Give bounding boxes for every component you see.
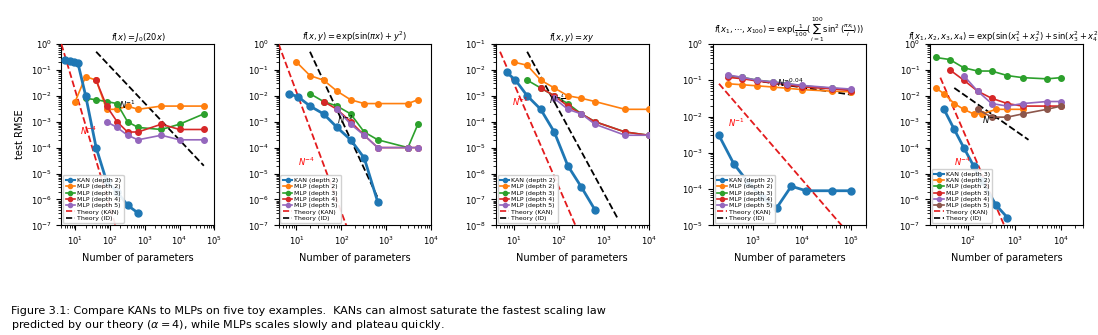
X-axis label: Number of parameters: Number of parameters (82, 253, 193, 263)
Text: Figure 3.1: Compare KANs to MLPs on five toy examples.  KANs can almost saturate: Figure 3.1: Compare KANs to MLPs on five… (11, 306, 606, 332)
Text: $N^{-\frac{4}{3}}$: $N^{-\frac{4}{3}}$ (549, 92, 565, 106)
Y-axis label: test RMSE: test RMSE (15, 110, 25, 159)
Legend: KAN (depth 2), MLP (depth 2), MLP (depth 3), MLP (depth 4), MLP (depth 5), Theor: KAN (depth 2), MLP (depth 2), MLP (depth… (497, 175, 558, 223)
Text: $N^{-1}$: $N^{-1}$ (119, 99, 136, 111)
X-axis label: Number of parameters: Number of parameters (299, 253, 411, 263)
Text: $N^{-4}$: $N^{-4}$ (954, 155, 972, 168)
Legend: KAN (depth 2), MLP (depth 2), MLP (depth 3), MLP (depth 4), MLP (depth 5), Theor: KAN (depth 2), MLP (depth 2), MLP (depth… (280, 175, 340, 223)
Title: $f(x_1, \cdots, x_{100}) = \exp(\frac{1}{100}(\sum_{i=1}^{100} \sin^2(\frac{\pi : $f(x_1, \cdots, x_{100}) = \exp(\frac{1}… (715, 15, 864, 44)
X-axis label: Number of parameters: Number of parameters (733, 253, 845, 263)
Title: $f(x, y) = xy$: $f(x, y) = xy$ (549, 31, 595, 44)
X-axis label: Number of parameters: Number of parameters (951, 253, 1063, 263)
Legend: KAN (depth 3), KAN (depth 2), MLP (depth 2), MLP (depth 3), MLP (depth 4), MLP (: KAN (depth 3), KAN (depth 2), MLP (depth… (932, 169, 993, 223)
Legend: KAN (depth 2), MLP (depth 2), MLP (depth 3), MLP (depth 4), MLP (depth 5), Theor: KAN (depth 2), MLP (depth 2), MLP (depth… (64, 175, 124, 223)
Text: $N^{-2}$: $N^{-2}$ (337, 114, 355, 126)
X-axis label: Number of parameters: Number of parameters (516, 253, 628, 263)
Title: $f(x_1, x_2, x_3, x_4) = \exp(\sin(x_1^2 + x_2^2) + \sin(x_3^2 + x_4^2))$: $f(x_1, x_2, x_3, x_4) = \exp(\sin(x_1^2… (908, 29, 1098, 44)
Text: $N^{-4}$: $N^{-4}$ (80, 125, 98, 137)
Title: $f(x, y) = \exp(\sin(\pi x) + y^2)$: $f(x, y) = \exp(\sin(\pi x) + y^2)$ (302, 29, 407, 44)
Text: $N^{-1}$: $N^{-1}$ (983, 114, 999, 126)
Text: $N^{-4}$: $N^{-4}$ (299, 155, 315, 168)
Title: $f(x) = J_0(20x)$: $f(x) = J_0(20x)$ (111, 31, 165, 44)
Text: $N^{-1}$: $N^{-1}$ (512, 96, 528, 108)
Text: $N^{-0.04}$: $N^{-0.04}$ (776, 77, 803, 89)
Text: $N^{-1}$: $N^{-1}$ (728, 117, 744, 129)
Legend: KAN (depth 2), MLP (depth 2), MLP (depth 3), MLP (depth 4), MLP (depth 5), Theor: KAN (depth 2), MLP (depth 2), MLP (depth… (715, 175, 775, 223)
